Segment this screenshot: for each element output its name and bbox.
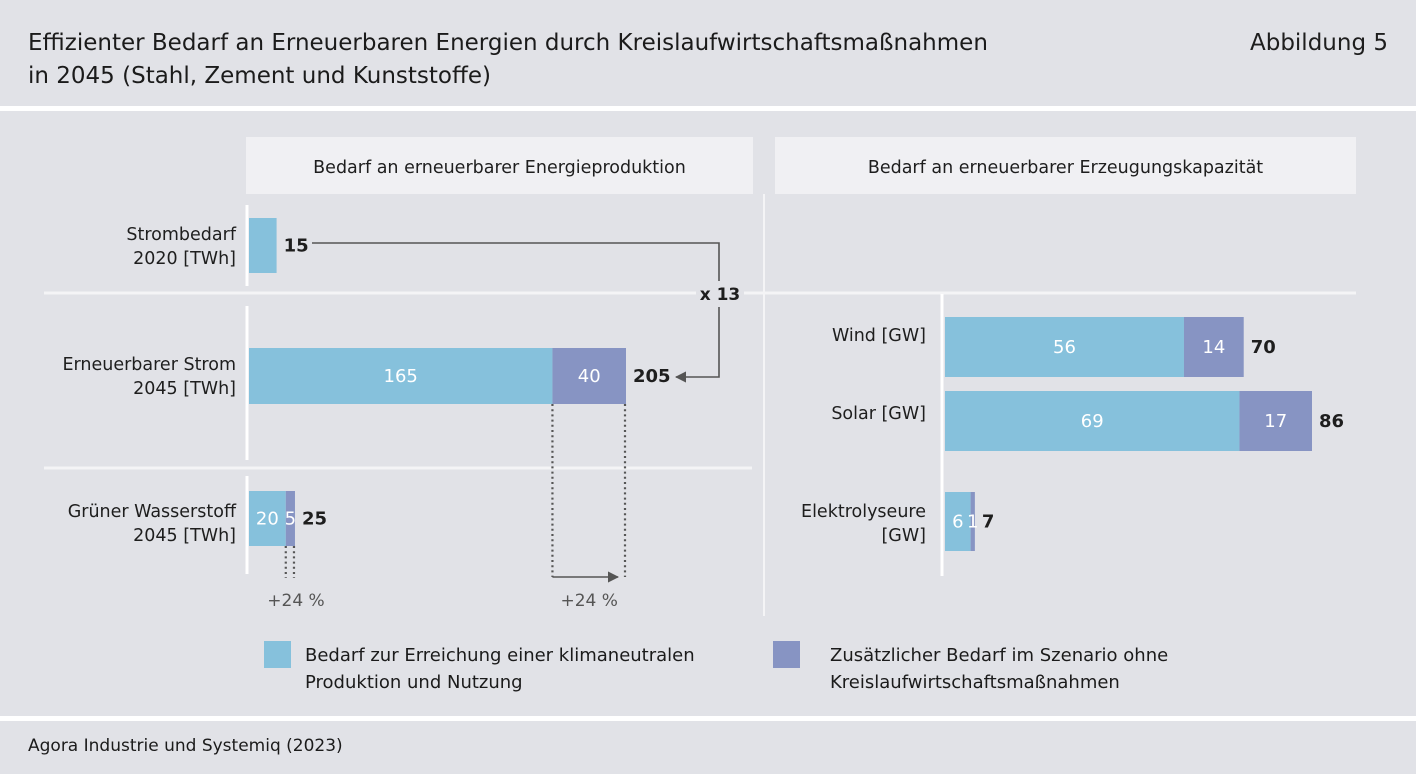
category-label-left-2-1: 2045 [TWh]: [133, 526, 236, 546]
panel-header-right: [775, 137, 1356, 194]
bar-base-left-0: [249, 218, 277, 273]
total-label-left-2: 25: [302, 509, 327, 530]
data-label-base-left-2: 20: [256, 509, 279, 530]
legend-label-base: Bedarf zur Erreichung einer klimaneutral…: [305, 642, 695, 696]
panel-title-left: Bedarf an erneuerbarer Energieproduktion: [313, 158, 686, 178]
category-label-right-2-1: [GW]: [881, 526, 926, 546]
category-label-right-0-0: Wind [GW]: [832, 326, 926, 346]
legend-swatch-base: [264, 641, 291, 668]
data-label-extra-left-1: 40: [578, 366, 601, 387]
bar-extra-left-1: [552, 348, 626, 404]
legend-label-base-line2: Produktion und Nutzung: [305, 672, 523, 693]
data-label-base-right-2: 6: [952, 512, 963, 533]
bar-extra-left-2: [285, 491, 295, 546]
legend-label-extra: Zusätzlicher Bedarf im Szenario ohne Kre…: [830, 642, 1168, 696]
increase-label-h2: +24 %: [267, 591, 324, 611]
header-divider: [0, 106, 1416, 111]
category-label-left-2-0: Grüner Wasserstoff: [68, 502, 237, 522]
category-label-right-1-0: Solar [GW]: [831, 404, 926, 424]
chart-title-line1: Effizienter Bedarf an Erneuerbaren Energ…: [28, 30, 988, 56]
bar-extra-right-1: [1239, 391, 1312, 451]
legend-label-extra-line1: Zusätzlicher Bedarf im Szenario ohne: [830, 645, 1169, 666]
total-label-left-1: 205: [633, 366, 671, 387]
data-label-extra-left-2: 5: [285, 509, 296, 530]
category-label-left-1-1: 2045 [TWh]: [133, 379, 236, 399]
legend-swatch-extra: [773, 641, 800, 668]
data-label-base-left-1: 165: [384, 366, 418, 387]
bar-base-right-1: [945, 391, 1240, 451]
data-label-base-right-0: 56: [1053, 337, 1076, 358]
multiplier-arrow: [312, 242, 720, 383]
legend-label-base-line1: Bedarf zur Erreichung einer klimaneutral…: [305, 645, 695, 666]
total-label-left-0: 15: [284, 236, 309, 257]
bar-base-right-0: [945, 317, 1184, 377]
multiplier-label: x 13: [700, 285, 741, 305]
data-label-base-right-1: 69: [1081, 411, 1104, 432]
source-note: Agora Industrie und Systemiq (2023): [28, 736, 343, 756]
footer-divider: [0, 716, 1416, 721]
bar-extra-right-0: [1183, 317, 1244, 377]
category-label-left-1-0: Erneuerbarer Strom: [62, 355, 236, 375]
total-label-right-0: 70: [1251, 337, 1276, 358]
panel-title-right: Bedarf an erneuerbarer Erzeugungskapazit…: [868, 158, 1263, 178]
total-label-right-1: 86: [1319, 411, 1344, 432]
bar-extra-right-2: [970, 492, 975, 551]
category-label-right-2-0: Elektrolyseure: [801, 502, 926, 522]
bar-base-right-2: [945, 492, 971, 551]
data-label-extra-right-2: 1: [967, 512, 978, 533]
category-label-left-0-0: Strombedarf: [126, 225, 236, 245]
data-label-extra-right-0: 14: [1202, 337, 1225, 358]
figure-label: Abbildung 5: [1249, 30, 1388, 56]
data-label-extra-right-1: 17: [1264, 411, 1287, 432]
bar-base-left-2: [249, 491, 286, 546]
legend-label-extra-line2: Kreislaufwirtschaftsmaßnahmen: [830, 672, 1120, 693]
bar-base-left-1: [249, 348, 553, 404]
multiplier-label-bg: [696, 281, 744, 307]
increase-label-strom: +24 %: [561, 591, 618, 611]
chart-title-line2: in 2045 (Stahl, Zement und Kunststoffe): [28, 63, 491, 89]
panel-header-left: [246, 137, 753, 194]
total-label-right-2: 7: [982, 512, 995, 533]
chart-title: Effizienter Bedarf an Erneuerbaren Energ…: [28, 27, 1128, 93]
category-label-left-0-1: 2020 [TWh]: [133, 249, 236, 269]
